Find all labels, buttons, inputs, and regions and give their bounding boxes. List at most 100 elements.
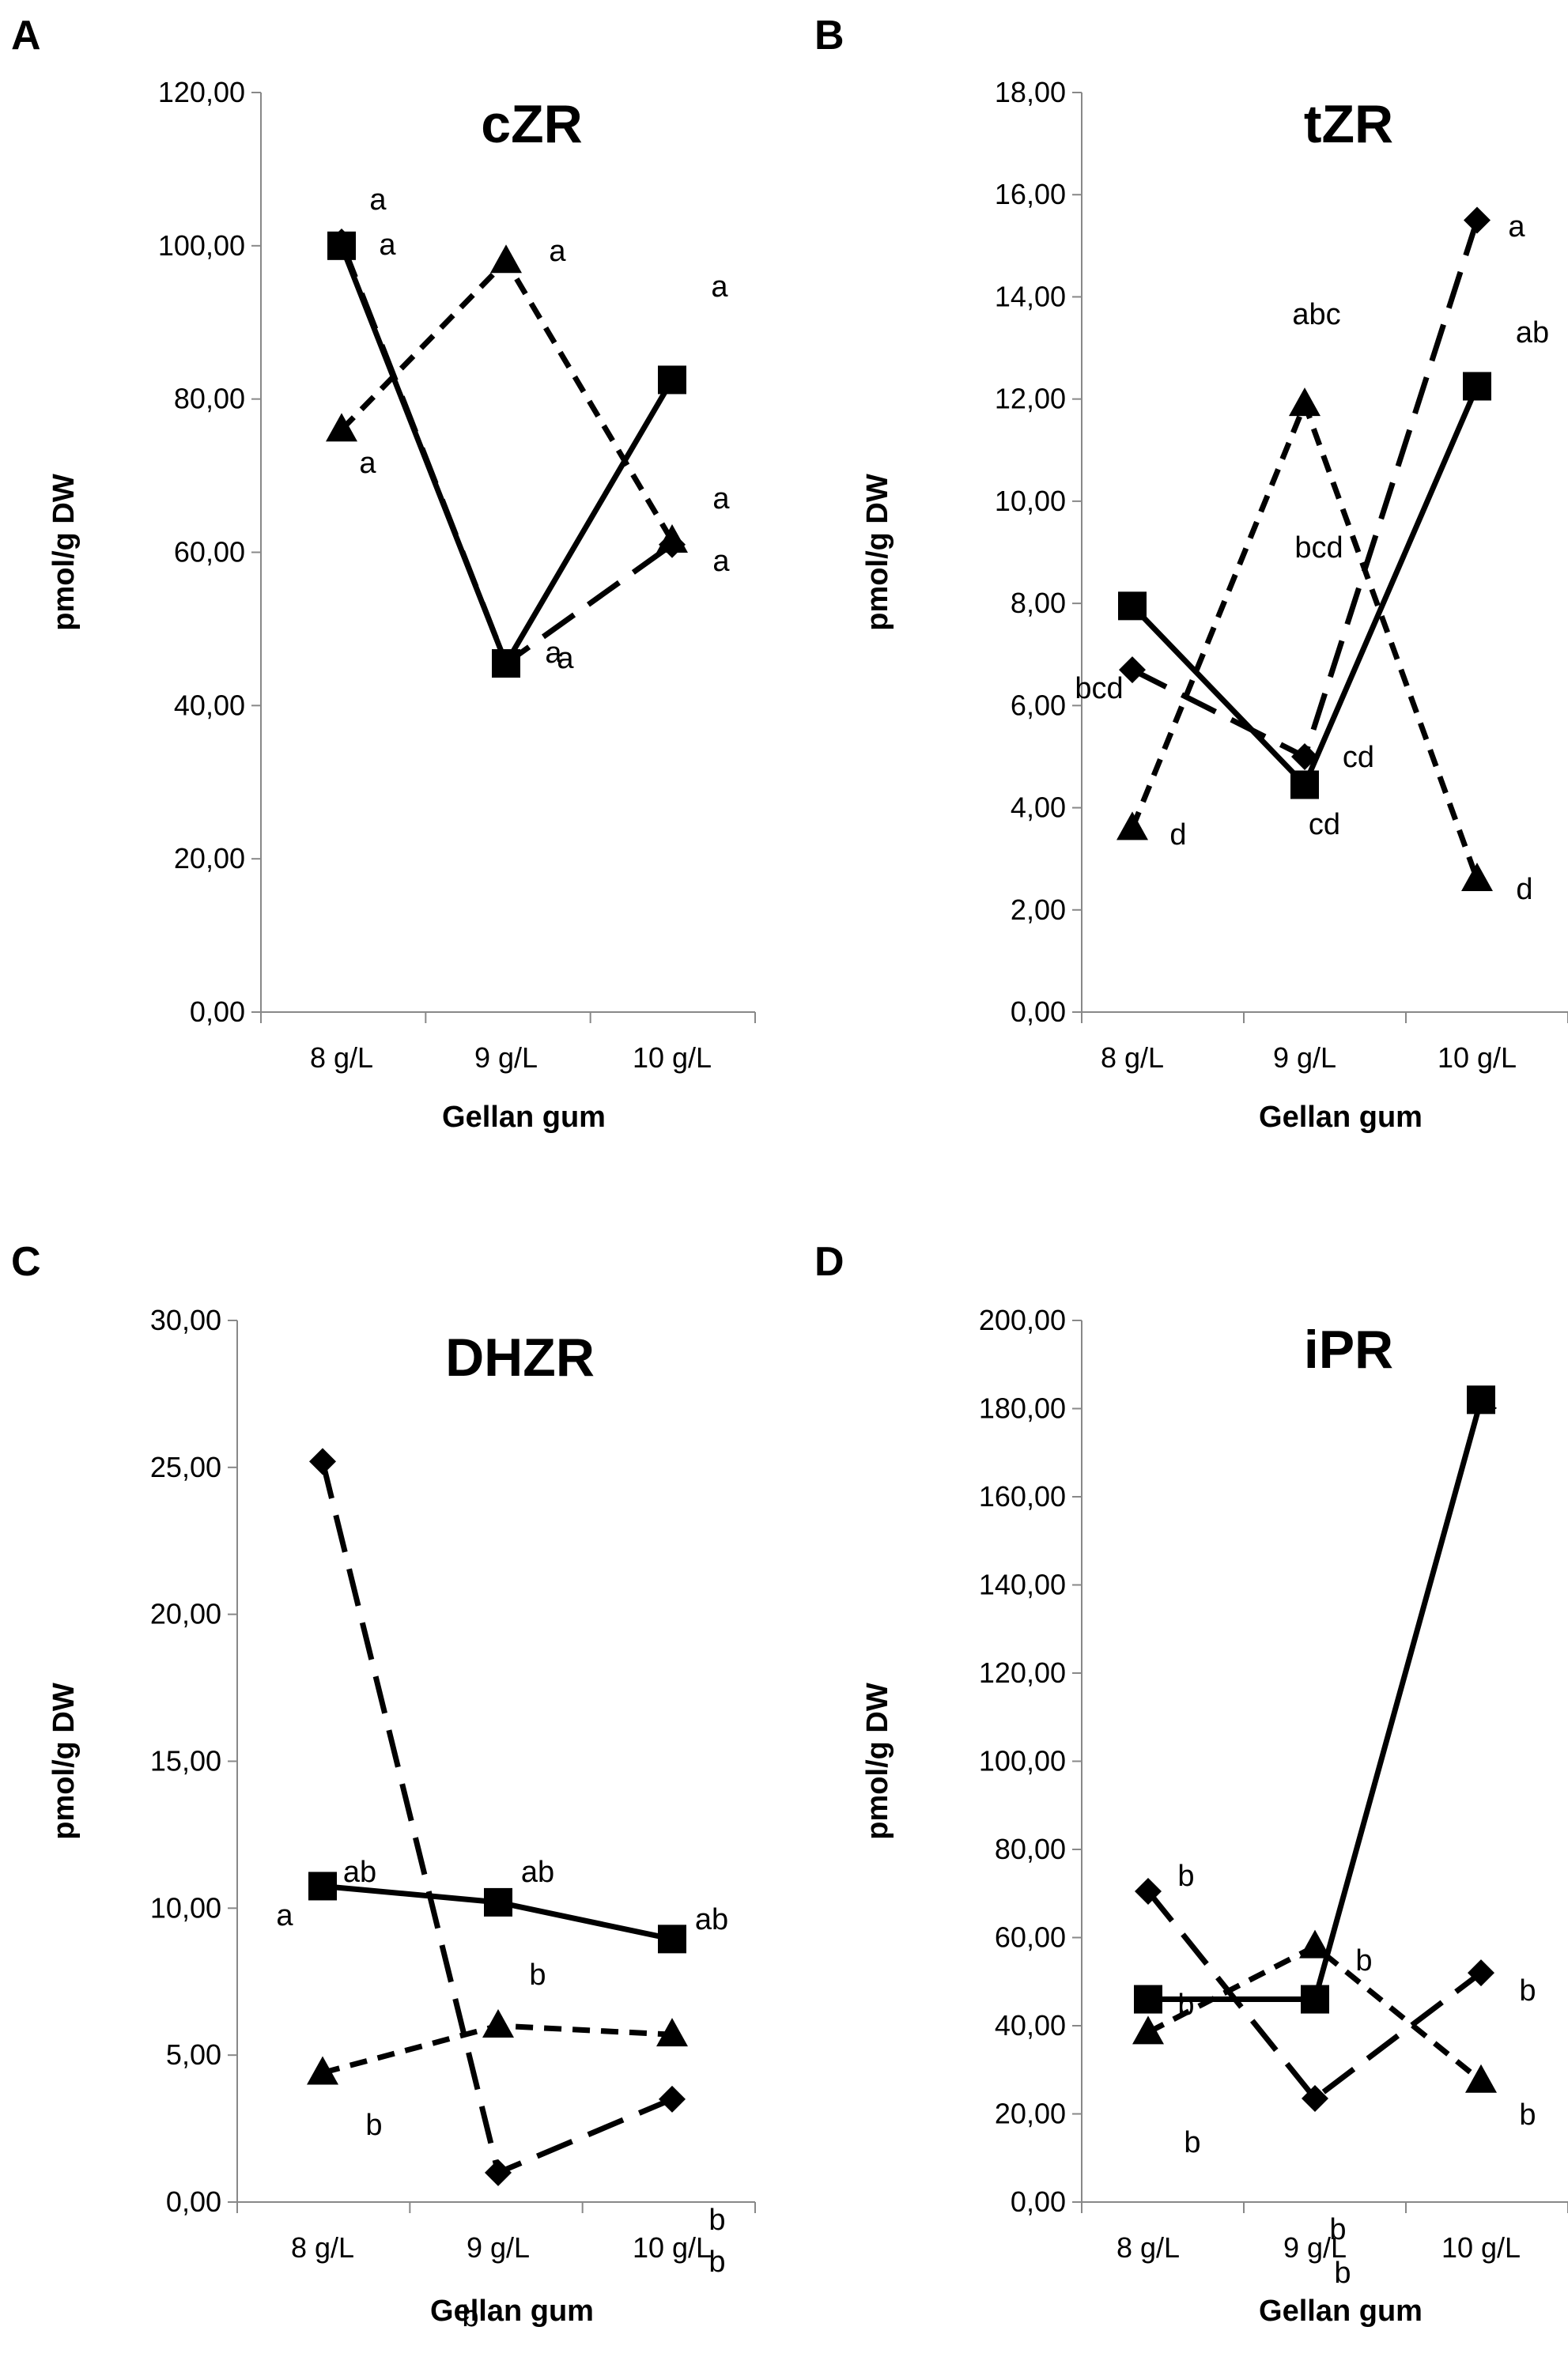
x-tick-label: 9 g/L	[1273, 1041, 1336, 1074]
data-point-diamond	[1291, 742, 1318, 770]
y-tick-label: 120,00	[158, 76, 245, 108]
data-point-square	[1134, 1985, 1162, 2014]
y-tick-label: 80,00	[174, 383, 245, 415]
data-point-diamond	[1468, 1959, 1494, 1987]
y-tick-label: 80,00	[995, 1833, 1066, 1865]
y-tick-label: 140,00	[979, 1569, 1066, 1601]
y-tick-label: 20,00	[995, 2098, 1066, 2130]
panel-letter-b: B	[814, 13, 844, 59]
significance-label: a	[712, 545, 730, 578]
significance-label: ab	[1516, 316, 1549, 349]
y-tick-label: 14,00	[995, 280, 1066, 312]
significance-label: a	[711, 270, 728, 304]
data-point-square	[1463, 372, 1491, 401]
series-line-diamond	[319, 1460, 674, 2176]
significance-label: a	[545, 636, 562, 670]
y-tick-label: 160,00	[979, 1480, 1066, 1513]
series-line-triangle	[1129, 401, 1480, 881]
data-point-triangle	[1465, 2064, 1497, 2093]
x-tick-label: 10 g/L	[633, 1041, 712, 1074]
significance-label: a	[549, 235, 566, 268]
significance-label: a	[359, 447, 376, 480]
data-point-square	[327, 231, 356, 260]
y-tick-label: 5,00	[166, 2038, 221, 2071]
significance-label: abc	[1292, 298, 1340, 331]
panel-letter-d: D	[814, 1239, 844, 1285]
y-axis-title: pmol/g DW	[47, 474, 81, 631]
data-point-triangle	[490, 244, 522, 274]
y-axis-title: pmol/g DW	[861, 474, 894, 631]
chart-title: cZR	[481, 94, 582, 154]
y-axis-title: pmol/g DW	[47, 1683, 81, 1840]
data-point-diamond	[1135, 1877, 1162, 1905]
significance-label: a	[712, 482, 730, 516]
data-point-diamond	[309, 1448, 336, 1475]
y-tick-label: 200,00	[979, 1304, 1066, 1336]
significance-label: b	[1329, 2213, 1346, 2246]
significance-label: bcd	[1294, 531, 1343, 565]
data-point-diamond	[485, 2159, 512, 2186]
data-point-square	[658, 1925, 686, 1954]
data-point-square	[1118, 591, 1147, 621]
significance-label: b	[1355, 1944, 1372, 1977]
data-point-square	[484, 1887, 512, 1917]
significance-label: ab	[343, 1856, 376, 1889]
panel-letter-a: A	[11, 13, 41, 59]
significance-label: a	[369, 183, 387, 217]
y-tick-label: 2,00	[1011, 893, 1066, 926]
chart-title: iPR	[1304, 1320, 1393, 1380]
y-tick-label: 18,00	[995, 76, 1066, 108]
series-line-square	[1130, 385, 1480, 788]
significance-label: a	[1508, 210, 1525, 244]
significance-label: cd	[1343, 741, 1374, 774]
x-tick-label: 9 g/L	[1283, 2231, 1347, 2264]
data-point-triangle	[482, 2009, 514, 2038]
data-point-triangle	[326, 413, 357, 442]
y-tick-label: 25,00	[150, 1451, 221, 1483]
y-tick-label: 30,00	[150, 1304, 221, 1336]
chart-title: tZR	[1304, 94, 1393, 154]
y-tick-label: 40,00	[995, 2009, 1066, 2042]
y-tick-label: 120,00	[979, 1656, 1066, 1689]
data-point-square	[308, 1872, 337, 1901]
data-point-triangle	[1116, 811, 1148, 840]
data-point-triangle	[1289, 387, 1321, 417]
significance-label: bcd	[1075, 672, 1123, 705]
y-tick-label: 100,00	[979, 1745, 1066, 1777]
panel-letter-c: C	[11, 1239, 41, 1285]
significance-label: b	[462, 2300, 478, 2333]
data-point-triangle	[1299, 1929, 1331, 1959]
x-axis-title: Gellan gum	[1259, 1101, 1423, 1134]
x-tick-label: 10 g/L	[1438, 1041, 1517, 1074]
significance-label: b	[529, 1959, 546, 1992]
y-tick-label: 60,00	[174, 536, 245, 569]
data-point-square	[1467, 1385, 1495, 1415]
chart-title: DHZR	[445, 1328, 595, 1388]
significance-label: b	[365, 2109, 382, 2142]
x-tick-label: 8 g/L	[310, 1041, 373, 1074]
y-axis-title: pmol/g DW	[861, 1683, 894, 1840]
series-line-triangle	[339, 258, 675, 542]
data-point-square	[492, 649, 520, 678]
y-tick-label: 0,00	[166, 2185, 221, 2218]
data-point-triangle	[1132, 2015, 1164, 2045]
y-tick-label: 15,00	[150, 1745, 221, 1777]
y-tick-label: 0,00	[190, 995, 245, 1028]
x-tick-label: 8 g/L	[1101, 1041, 1164, 1074]
data-point-diamond	[659, 2085, 686, 2113]
data-point-diamond	[1119, 656, 1146, 684]
significance-label: cd	[1309, 808, 1340, 841]
data-point-triangle	[656, 2018, 688, 2047]
y-tick-label: 180,00	[979, 1392, 1066, 1425]
significance-label: a	[557, 642, 574, 675]
y-tick-label: 0,00	[1011, 995, 1066, 1028]
data-point-diamond	[659, 531, 686, 558]
x-tick-label: 8 g/L	[1116, 2231, 1180, 2264]
series-line-square	[1148, 1399, 1484, 2003]
series-line-diamond	[1146, 1889, 1483, 2102]
y-tick-label: 10,00	[995, 485, 1066, 517]
significance-label: a	[276, 1899, 293, 1932]
y-tick-label: 16,00	[995, 178, 1066, 210]
y-tick-label: 100,00	[158, 229, 245, 262]
